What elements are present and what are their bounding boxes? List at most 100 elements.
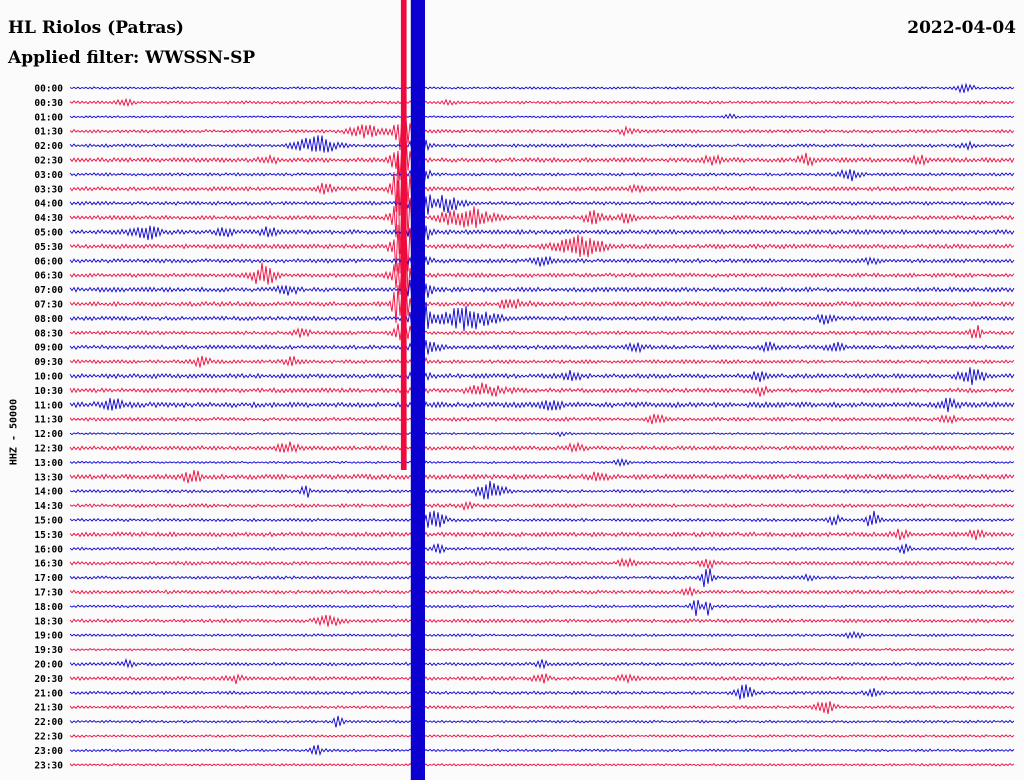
seismogram-trace: [69, 700, 1015, 715]
seismogram-trace: [69, 500, 1015, 512]
seismogram-trace: [69, 543, 1015, 555]
time-label: 10:30: [34, 386, 63, 397]
time-label: 07:30: [34, 300, 63, 311]
time-label: 11:00: [34, 400, 63, 411]
seismogram-trace: [69, 111, 1015, 151]
time-label: 10:00: [34, 372, 63, 383]
seismogram-trace: [69, 630, 1015, 640]
seismogram-trace: [69, 323, 1015, 349]
time-label: 08:30: [34, 328, 63, 339]
seismogram-trace: [69, 413, 1015, 425]
time-label: 20:00: [34, 660, 63, 671]
time-label: 22:00: [34, 717, 63, 728]
time-label: 23:30: [34, 760, 63, 771]
seismogram-trace: [69, 97, 1015, 108]
seismogram-trace: [69, 557, 1015, 570]
seismogram-trace: [69, 585, 1015, 598]
time-label: 15:30: [34, 530, 63, 541]
time-label: 01:30: [34, 127, 63, 138]
seismogram-trace: [69, 355, 1015, 369]
seismogram-trace: [69, 293, 1015, 335]
filter-label: Applied filter: WWSSN-SP: [8, 48, 256, 68]
seismogram-trace: [69, 510, 1015, 528]
seismogram-trace: [69, 734, 1015, 738]
time-label: 03:30: [34, 184, 63, 195]
seismogram-trace: [69, 470, 1015, 484]
seismogram-trace: [69, 480, 1015, 500]
seismogram-trace: [69, 430, 1015, 439]
time-label: 00:30: [34, 98, 63, 109]
time-label: 19:30: [34, 645, 63, 656]
seismogram-trace: [69, 135, 1015, 156]
clipped-event-red-line: [400, 0, 407, 470]
time-label: 12:00: [34, 429, 63, 440]
seismogram-trace: [69, 397, 1015, 413]
time-label: 00:00: [34, 84, 63, 95]
time-label: 14:00: [34, 487, 63, 498]
seismogram-trace: [69, 82, 1015, 94]
seismogram-trace: [69, 599, 1015, 617]
seismogram-trace: [69, 568, 1015, 588]
seismogram-trace: [69, 762, 1015, 767]
seismogram-trace: [69, 684, 1015, 700]
time-label: 15:00: [34, 516, 63, 527]
seismogram-trace: [69, 240, 1015, 312]
seismogram-trace: [69, 367, 1015, 386]
time-label: 05:00: [34, 228, 63, 239]
seismogram-trace: [69, 112, 1015, 120]
seismogram-trace: [69, 283, 1015, 330]
seismogram-trace: [69, 222, 1015, 246]
time-label: 02:30: [34, 156, 63, 167]
seismogram-trace: [69, 340, 1015, 355]
seismogram-trace: [69, 658, 1015, 670]
seismogram-trace: [69, 224, 1015, 274]
time-label: 21:00: [34, 688, 63, 699]
seismogram-trace: [69, 441, 1015, 454]
time-label: 13:00: [34, 458, 63, 469]
time-label: 04:30: [34, 213, 63, 224]
time-label: 09:00: [34, 343, 63, 354]
time-label: 19:00: [34, 631, 63, 642]
seismogram-trace: [69, 647, 1015, 652]
date-label: 2022-04-04: [907, 18, 1016, 38]
time-label: 01:00: [34, 112, 63, 123]
time-label: 04:00: [34, 199, 63, 210]
time-label: 22:30: [34, 732, 63, 743]
time-label: 06:30: [34, 271, 63, 282]
seismogram-trace: [69, 457, 1015, 468]
seismogram-trace: [69, 165, 1015, 189]
time-label: 18:00: [34, 602, 63, 613]
seismogram-trace: [69, 528, 1015, 541]
seismogram-trace: [69, 614, 1015, 627]
time-label: 03:00: [34, 170, 63, 181]
time-label: 08:00: [34, 314, 63, 325]
time-label: 16:00: [34, 544, 63, 555]
time-label: 02:00: [34, 141, 63, 152]
seismogram-trace: [69, 268, 1015, 308]
time-label: 14:30: [34, 501, 63, 512]
seismogram-trace: [69, 154, 1015, 216]
seismogram-trace: [69, 744, 1015, 757]
time-label: 11:30: [34, 415, 63, 426]
seismogram-trace: [69, 673, 1015, 685]
seismogram-trace: [69, 715, 1015, 728]
time-label: 18:30: [34, 616, 63, 627]
time-label: 17:00: [34, 573, 63, 584]
time-label: 05:30: [34, 242, 63, 253]
time-label: 23:00: [34, 746, 63, 757]
clipped-event-blue-band: [410, 0, 425, 780]
seismogram-trace: [69, 179, 1015, 260]
time-label: 06:00: [34, 256, 63, 267]
time-label: 16:30: [34, 559, 63, 570]
time-label: 07:00: [34, 285, 63, 296]
seismogram-trace: [69, 184, 1015, 219]
seismogram-trace: [69, 382, 1015, 397]
station-title: HL Riolos (Patras): [8, 18, 184, 38]
channel-axis-label: HHZ - 50000: [8, 398, 20, 466]
time-label: 17:30: [34, 588, 63, 599]
time-label: 20:30: [34, 674, 63, 685]
seismogram-trace: [69, 135, 1015, 181]
time-label: 13:30: [34, 472, 63, 483]
